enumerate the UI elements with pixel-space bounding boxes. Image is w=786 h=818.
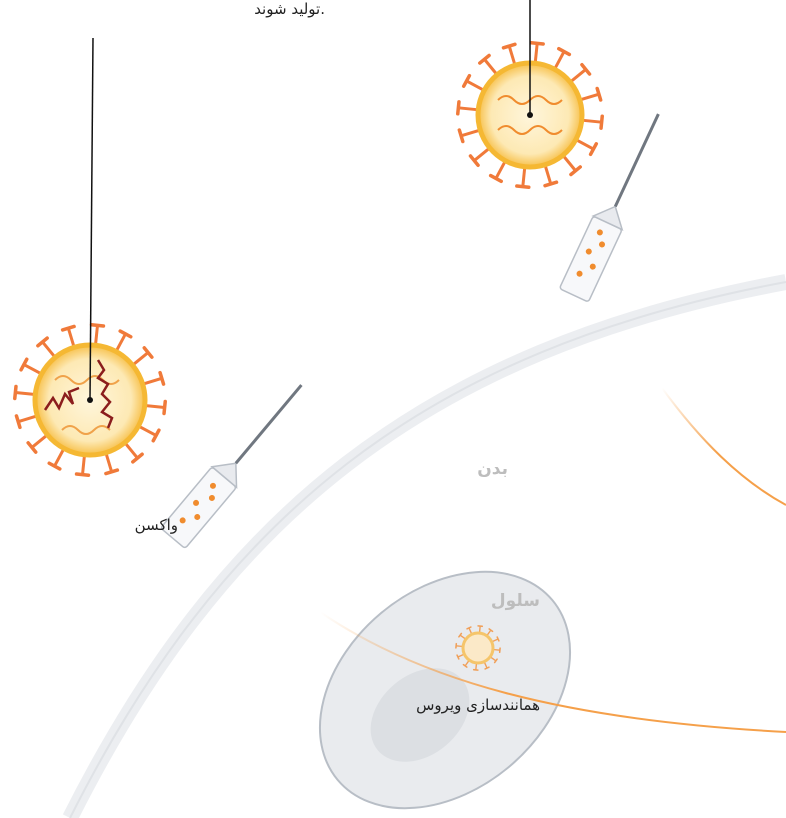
spike	[535, 43, 537, 63]
spike	[458, 108, 478, 110]
spike	[24, 365, 42, 374]
cell-label: سلول	[491, 591, 540, 611]
spike	[63, 326, 74, 329]
spike	[531, 43, 543, 44]
virus-path	[662, 388, 786, 505]
spike	[77, 474, 89, 475]
spike	[133, 353, 148, 366]
spike	[16, 416, 19, 427]
spike	[164, 402, 165, 414]
spike	[523, 167, 525, 187]
spike	[467, 81, 485, 90]
spike	[143, 378, 162, 384]
spike	[83, 455, 85, 475]
spike	[545, 165, 551, 184]
spike	[459, 130, 462, 141]
spike	[18, 416, 37, 422]
spike	[55, 448, 64, 466]
top-note: تولید شوند.	[254, 0, 325, 18]
vaccine-label: واکسن	[135, 516, 178, 534]
virus-small	[463, 633, 493, 663]
spike	[496, 161, 505, 179]
spike	[570, 69, 585, 82]
spike	[32, 435, 47, 448]
spike	[116, 334, 125, 352]
spike	[106, 470, 117, 473]
spike	[503, 44, 514, 47]
spike	[484, 59, 497, 74]
spike	[15, 387, 16, 399]
spike	[138, 426, 156, 435]
spike	[145, 405, 165, 407]
spike	[580, 94, 599, 100]
spike	[92, 325, 104, 326]
pointer-dot	[87, 397, 93, 403]
spike	[517, 186, 529, 187]
spike	[15, 393, 35, 395]
spike	[582, 120, 602, 122]
spike	[458, 102, 459, 114]
spike	[160, 373, 163, 384]
spike	[545, 182, 556, 185]
replication-label: همانندسازی ویروس	[416, 696, 540, 714]
pointer-dot	[527, 112, 533, 118]
spike	[461, 130, 480, 136]
spike	[43, 342, 56, 357]
illustration: تولید شوند. واکسن بدن سلول همانندسازی وی…	[0, 0, 786, 818]
spike	[68, 328, 74, 347]
body-label: بدن	[477, 459, 508, 479]
spike	[601, 116, 602, 128]
syringe-vaccine	[161, 375, 314, 549]
spike	[474, 148, 489, 161]
spike	[106, 453, 112, 472]
spike	[555, 52, 564, 70]
spike	[576, 140, 594, 149]
spike	[563, 155, 576, 170]
spike	[597, 88, 600, 99]
spike	[125, 443, 138, 458]
spike	[95, 325, 97, 345]
spike	[509, 46, 515, 65]
